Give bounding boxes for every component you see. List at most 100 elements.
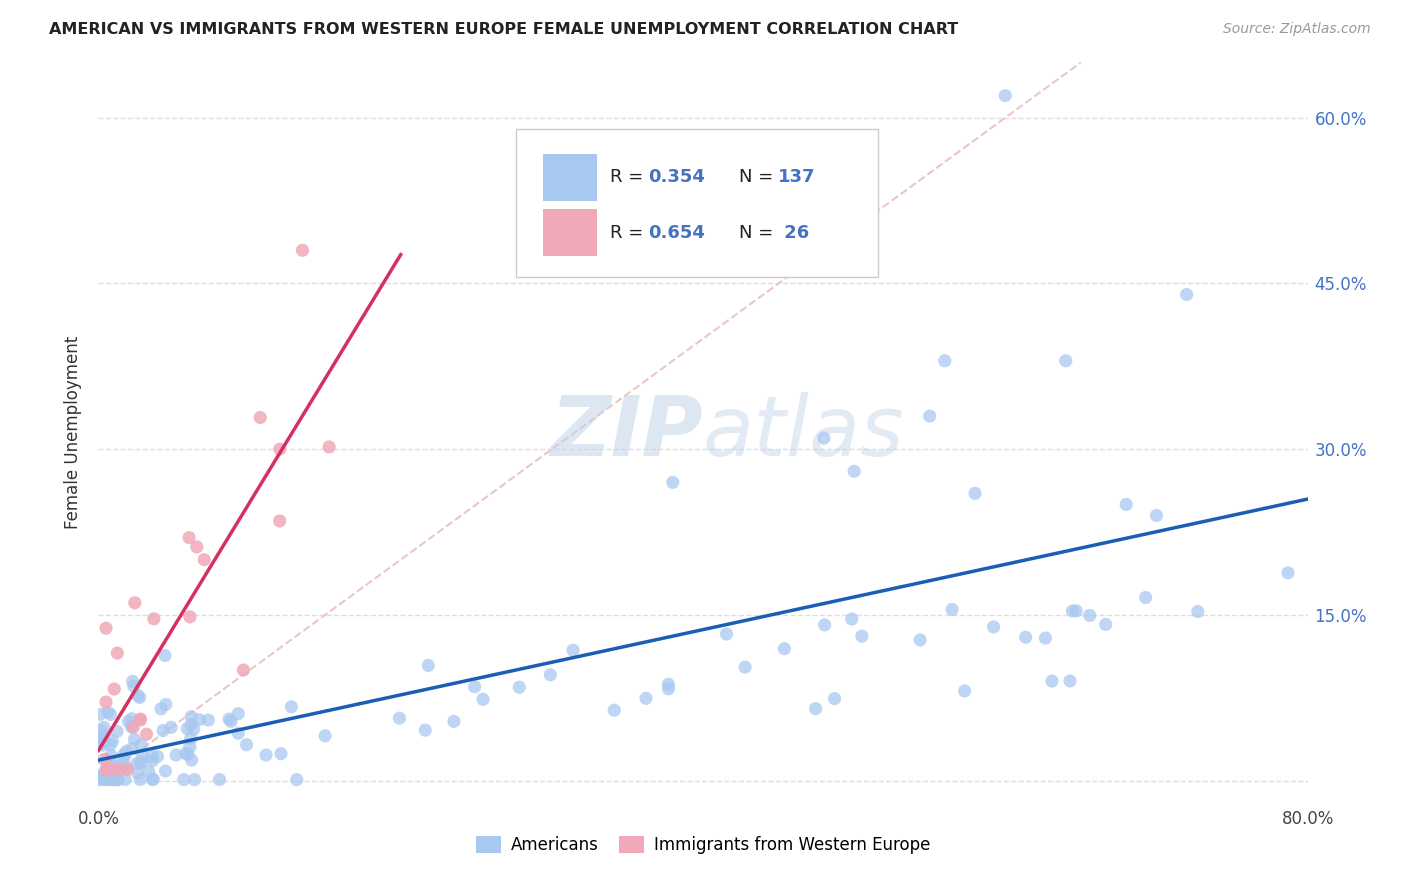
Point [177,747,200,762]
Point [128,690,150,705]
Point [269,442,291,457]
Point [934,353,956,368]
Point [318,440,340,454]
Point [538,667,561,681]
Point [219,714,242,729]
Point [941,602,963,616]
Point [90,730,112,744]
Point [90,769,112,783]
Point [121,712,143,726]
Point [657,677,679,691]
Point [121,720,143,734]
Point [773,641,796,656]
Legend: Americans, Immigrants from Western Europe: Americans, Immigrants from Western Europ… [470,830,936,861]
Point [105,772,128,787]
Point [89,737,111,751]
Y-axis label: Female Unemployment: Female Unemployment [65,336,83,529]
Point [112,753,135,767]
Point [994,88,1017,103]
Point [96,763,118,777]
Point [94,621,117,635]
Point [1015,630,1038,644]
Point [813,431,835,445]
Point [186,540,208,554]
Point [131,748,153,763]
Point [235,738,257,752]
Point [129,772,152,787]
Point [124,732,146,747]
Point [107,772,129,787]
Point [180,717,202,731]
Point [96,770,118,784]
Point [142,772,165,787]
Point [153,648,176,663]
Point [413,723,436,738]
Point [101,734,124,748]
Point [89,772,111,786]
Point [127,689,149,703]
Point [814,618,837,632]
Text: AMERICAN VS IMMIGRANTS FROM WESTERN EUROPE FEMALE UNEMPLOYMENT CORRELATION CHART: AMERICAN VS IMMIGRANTS FROM WESTERN EURO… [49,22,959,37]
Point [953,684,976,698]
Point [142,612,165,626]
Point [100,738,122,752]
Point [108,763,131,777]
Point [280,699,302,714]
Point [1135,591,1157,605]
Text: N =: N = [740,169,779,186]
Point [418,658,440,673]
Point [269,514,291,528]
Point [851,629,873,643]
Point [103,681,125,696]
Point [91,732,114,747]
Point [129,738,152,752]
Point [965,486,987,500]
Point [218,712,240,726]
Point [129,755,152,769]
Point [603,703,626,717]
Point [127,766,149,780]
Point [1144,508,1167,523]
Point [180,731,202,746]
Point [101,763,124,777]
FancyBboxPatch shape [543,209,596,256]
Point [100,765,122,780]
Point [121,674,143,689]
Point [270,747,292,761]
Point [142,754,165,768]
Point [226,706,249,721]
Point [562,643,585,657]
Point [1064,604,1087,618]
FancyBboxPatch shape [516,129,879,277]
Point [117,714,139,729]
Point [908,632,931,647]
Point [117,763,139,777]
Point [443,714,465,729]
Point [1054,353,1077,368]
Point [124,596,146,610]
Point [165,747,187,762]
Point [152,723,174,738]
Point [129,712,152,726]
Point [249,410,271,425]
Text: 137: 137 [778,169,815,186]
Point [1035,631,1057,645]
Point [122,679,145,693]
Point [112,747,135,762]
Text: 0.654: 0.654 [648,224,706,242]
Point [508,680,530,694]
Point [122,720,145,734]
Point [138,764,160,779]
Point [93,720,115,734]
Point [254,747,277,762]
Point [657,681,679,696]
Text: Source: ZipAtlas.com: Source: ZipAtlas.com [1223,22,1371,37]
Point [100,772,122,787]
Point [314,729,336,743]
Point [734,660,756,674]
Point [1187,605,1209,619]
Text: ZIP: ZIP [550,392,703,473]
Point [1277,566,1299,580]
Point [129,713,152,727]
Text: R =: R = [610,169,650,186]
